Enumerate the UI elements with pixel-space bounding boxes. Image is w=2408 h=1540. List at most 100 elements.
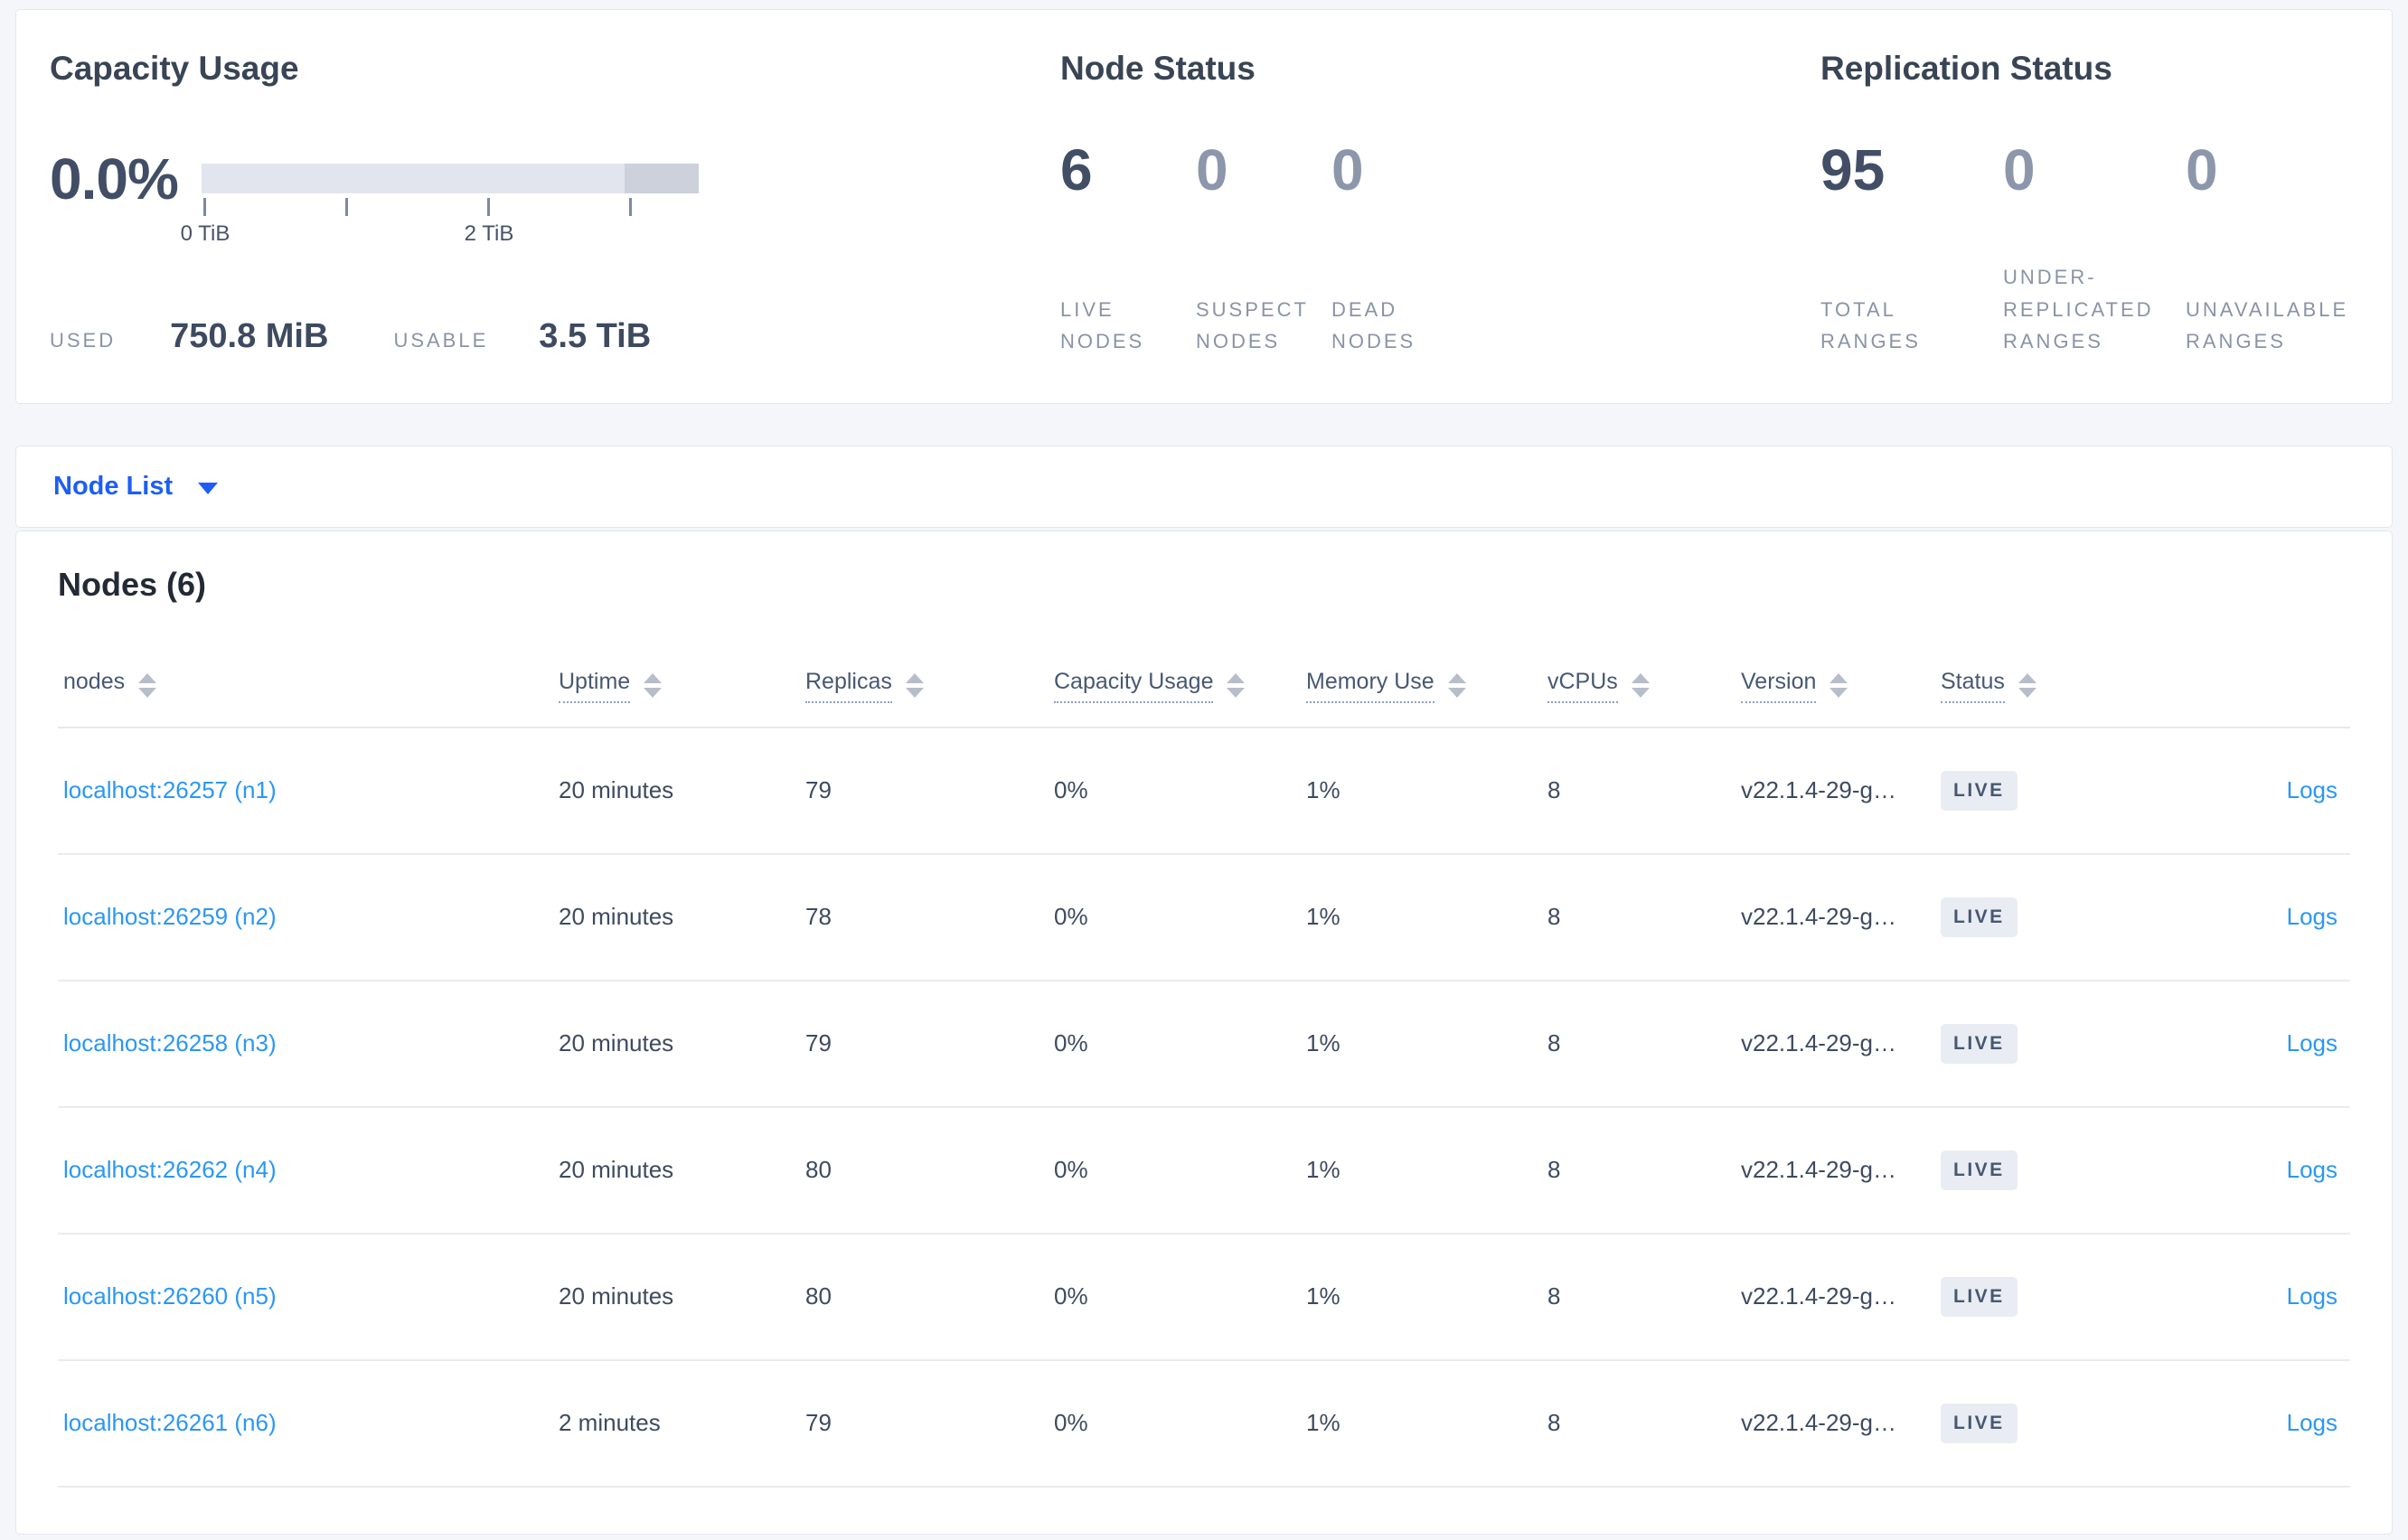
sort-icon[interactable] [1631, 673, 1650, 699]
version-cell: v22.1.4-29-g… [1741, 1156, 1896, 1184]
memory-use-cell: 1% [1306, 1029, 1340, 1057]
nodes-table-title: Nodes (6) [58, 566, 207, 603]
column-header-label: Memory Use [1306, 669, 1434, 703]
node-link[interactable]: localhost:26262 (n4) [63, 1156, 277, 1184]
sort-up-icon [644, 673, 663, 684]
logs-link[interactable]: Logs [2286, 1156, 2337, 1184]
column-header[interactable]: Version [1741, 669, 1941, 703]
replicas-cell: 79 [805, 776, 832, 804]
capacity-bar: 0 TiB 2 TiB [181, 164, 699, 272]
column-header[interactable]: Memory Use [1306, 669, 1547, 703]
logs-link[interactable]: Logs [2286, 1282, 2337, 1310]
axis-tick-label: 2 TiB [464, 221, 514, 246]
replicas-cell: 79 [805, 1409, 832, 1437]
node-list-dropdown[interactable]: Node List [53, 472, 219, 502]
memory-use-cell: 1% [1306, 776, 1340, 804]
column-header-label: Version [1741, 669, 1817, 703]
node-status-title: Node Status [1060, 50, 1256, 87]
nodes-table-card: Nodes (6) nodes Uptime Replicas Capacity… [15, 531, 2393, 1535]
capacity-meter: 0.0% 0 TiB 2 TiB [50, 146, 699, 272]
capacity-usage-cell: 0% [1054, 776, 1088, 804]
column-header-label: Replicas [805, 669, 892, 703]
status-badge: LIVE [1941, 897, 2018, 937]
sort-up-icon [2018, 673, 2036, 684]
node-link[interactable]: localhost:26258 (n3) [63, 1029, 277, 1057]
column-header-label: Uptime [559, 669, 631, 703]
sort-icon[interactable] [905, 673, 924, 699]
capacity-usage-cell: 0% [1054, 1029, 1088, 1057]
sort-down-icon [138, 688, 157, 699]
axis-tick [203, 198, 206, 216]
table-row: localhost:26259 (n2) 20 minutes 78 0% 1%… [58, 855, 2350, 981]
sort-down-icon [1227, 688, 1246, 699]
sort-icon[interactable] [2018, 673, 2036, 699]
sort-down-icon [905, 688, 924, 699]
sort-down-icon [1631, 688, 1650, 699]
status-badge: LIVE [1941, 1150, 2018, 1190]
logs-link[interactable]: Logs [2286, 903, 2337, 931]
status-badge: LIVE [1941, 770, 2018, 811]
column-header[interactable]: Status [1941, 669, 2265, 703]
sort-down-icon [1830, 688, 1848, 699]
column-header[interactable]: Uptime [559, 669, 805, 703]
capacity-bar-tail [625, 164, 699, 193]
node-list-dropdown-label: Node List [53, 472, 174, 501]
node-link[interactable]: localhost:26257 (n1) [63, 776, 277, 804]
column-header-label: vCPUs [1547, 669, 1618, 703]
axis-tick [629, 198, 632, 216]
sort-icon[interactable] [1227, 673, 1246, 699]
version-cell: v22.1.4-29-g… [1741, 903, 1896, 931]
under-replicated-count: 0 [2003, 137, 2036, 202]
table-row: localhost:26261 (n6) 2 minutes 79 0% 1% … [58, 1361, 2350, 1488]
capacity-usage-title: Capacity Usage [50, 50, 299, 87]
status-badge: LIVE [1941, 1023, 2018, 1064]
capacity-usage-cell: 0% [1054, 1282, 1088, 1310]
column-header[interactable]: Replicas [805, 669, 1054, 703]
sort-up-icon [1227, 673, 1246, 684]
suspect-nodes-count: 0 [1196, 137, 1228, 202]
sort-down-icon [644, 688, 663, 699]
node-link[interactable]: localhost:26260 (n5) [63, 1282, 277, 1310]
capacity-usage-cell: 0% [1054, 903, 1088, 931]
version-cell: v22.1.4-29-g… [1741, 776, 1896, 804]
usable-label: USABLE [393, 329, 489, 352]
total-ranges-count: 95 [1820, 137, 1886, 202]
nodes-table-header: nodes Uptime Replicas Capacity Usage Mem… [58, 669, 2350, 728]
used-label: USED [50, 329, 117, 352]
logs-link[interactable]: Logs [2286, 1409, 2337, 1437]
replication-status-section: Replication Status 95 0 0 TOTAL RANGES U… [1820, 10, 2399, 403]
column-header-label: Status [1941, 669, 2005, 703]
sort-up-icon [1447, 673, 1466, 684]
sort-up-icon [1830, 673, 1848, 684]
node-link[interactable]: localhost:26261 (n6) [63, 1409, 277, 1437]
table-row: localhost:26258 (n3) 20 minutes 79 0% 1%… [58, 981, 2350, 1108]
nodes-table-body: localhost:26257 (n1) 20 minutes 79 0% 1%… [58, 728, 2350, 1488]
logs-link[interactable]: Logs [2286, 776, 2337, 804]
column-header-label: Capacity Usage [1054, 669, 1214, 703]
column-header[interactable]: Capacity Usage [1054, 669, 1306, 703]
uptime-cell: 20 minutes [559, 1282, 674, 1310]
logs-link[interactable]: Logs [2286, 1029, 2337, 1057]
cluster-summary-card: Capacity Usage 0.0% 0 TiB 2 TiB USED 750… [15, 9, 2393, 404]
vcpus-cell: 8 [1547, 1409, 1561, 1437]
live-nodes-label: LIVE NODES [1060, 297, 1145, 353]
status-badge: LIVE [1941, 1276, 2018, 1317]
node-link[interactable]: localhost:26259 (n2) [63, 903, 277, 931]
vcpus-cell: 8 [1547, 1282, 1561, 1310]
memory-use-cell: 1% [1306, 1156, 1340, 1184]
sort-icon[interactable] [1830, 673, 1848, 699]
capacity-percent: 0.0% [50, 146, 179, 211]
sort-icon[interactable] [1447, 673, 1466, 699]
sort-icon[interactable] [138, 673, 157, 699]
live-nodes-count: 6 [1060, 137, 1093, 202]
vcpus-cell: 8 [1547, 1156, 1561, 1184]
sort-icon[interactable] [644, 673, 663, 699]
version-cell: v22.1.4-29-g… [1741, 1282, 1896, 1310]
uptime-cell: 20 minutes [559, 1029, 674, 1057]
view-selector-bar: Node List [15, 446, 2393, 528]
column-header[interactable]: nodes [58, 669, 559, 703]
total-ranges-label: TOTAL RANGES [1820, 297, 1921, 353]
column-header[interactable]: vCPUs [1547, 669, 1741, 703]
version-cell: v22.1.4-29-g… [1741, 1409, 1896, 1437]
replication-status-title: Replication Status [1820, 50, 2112, 87]
